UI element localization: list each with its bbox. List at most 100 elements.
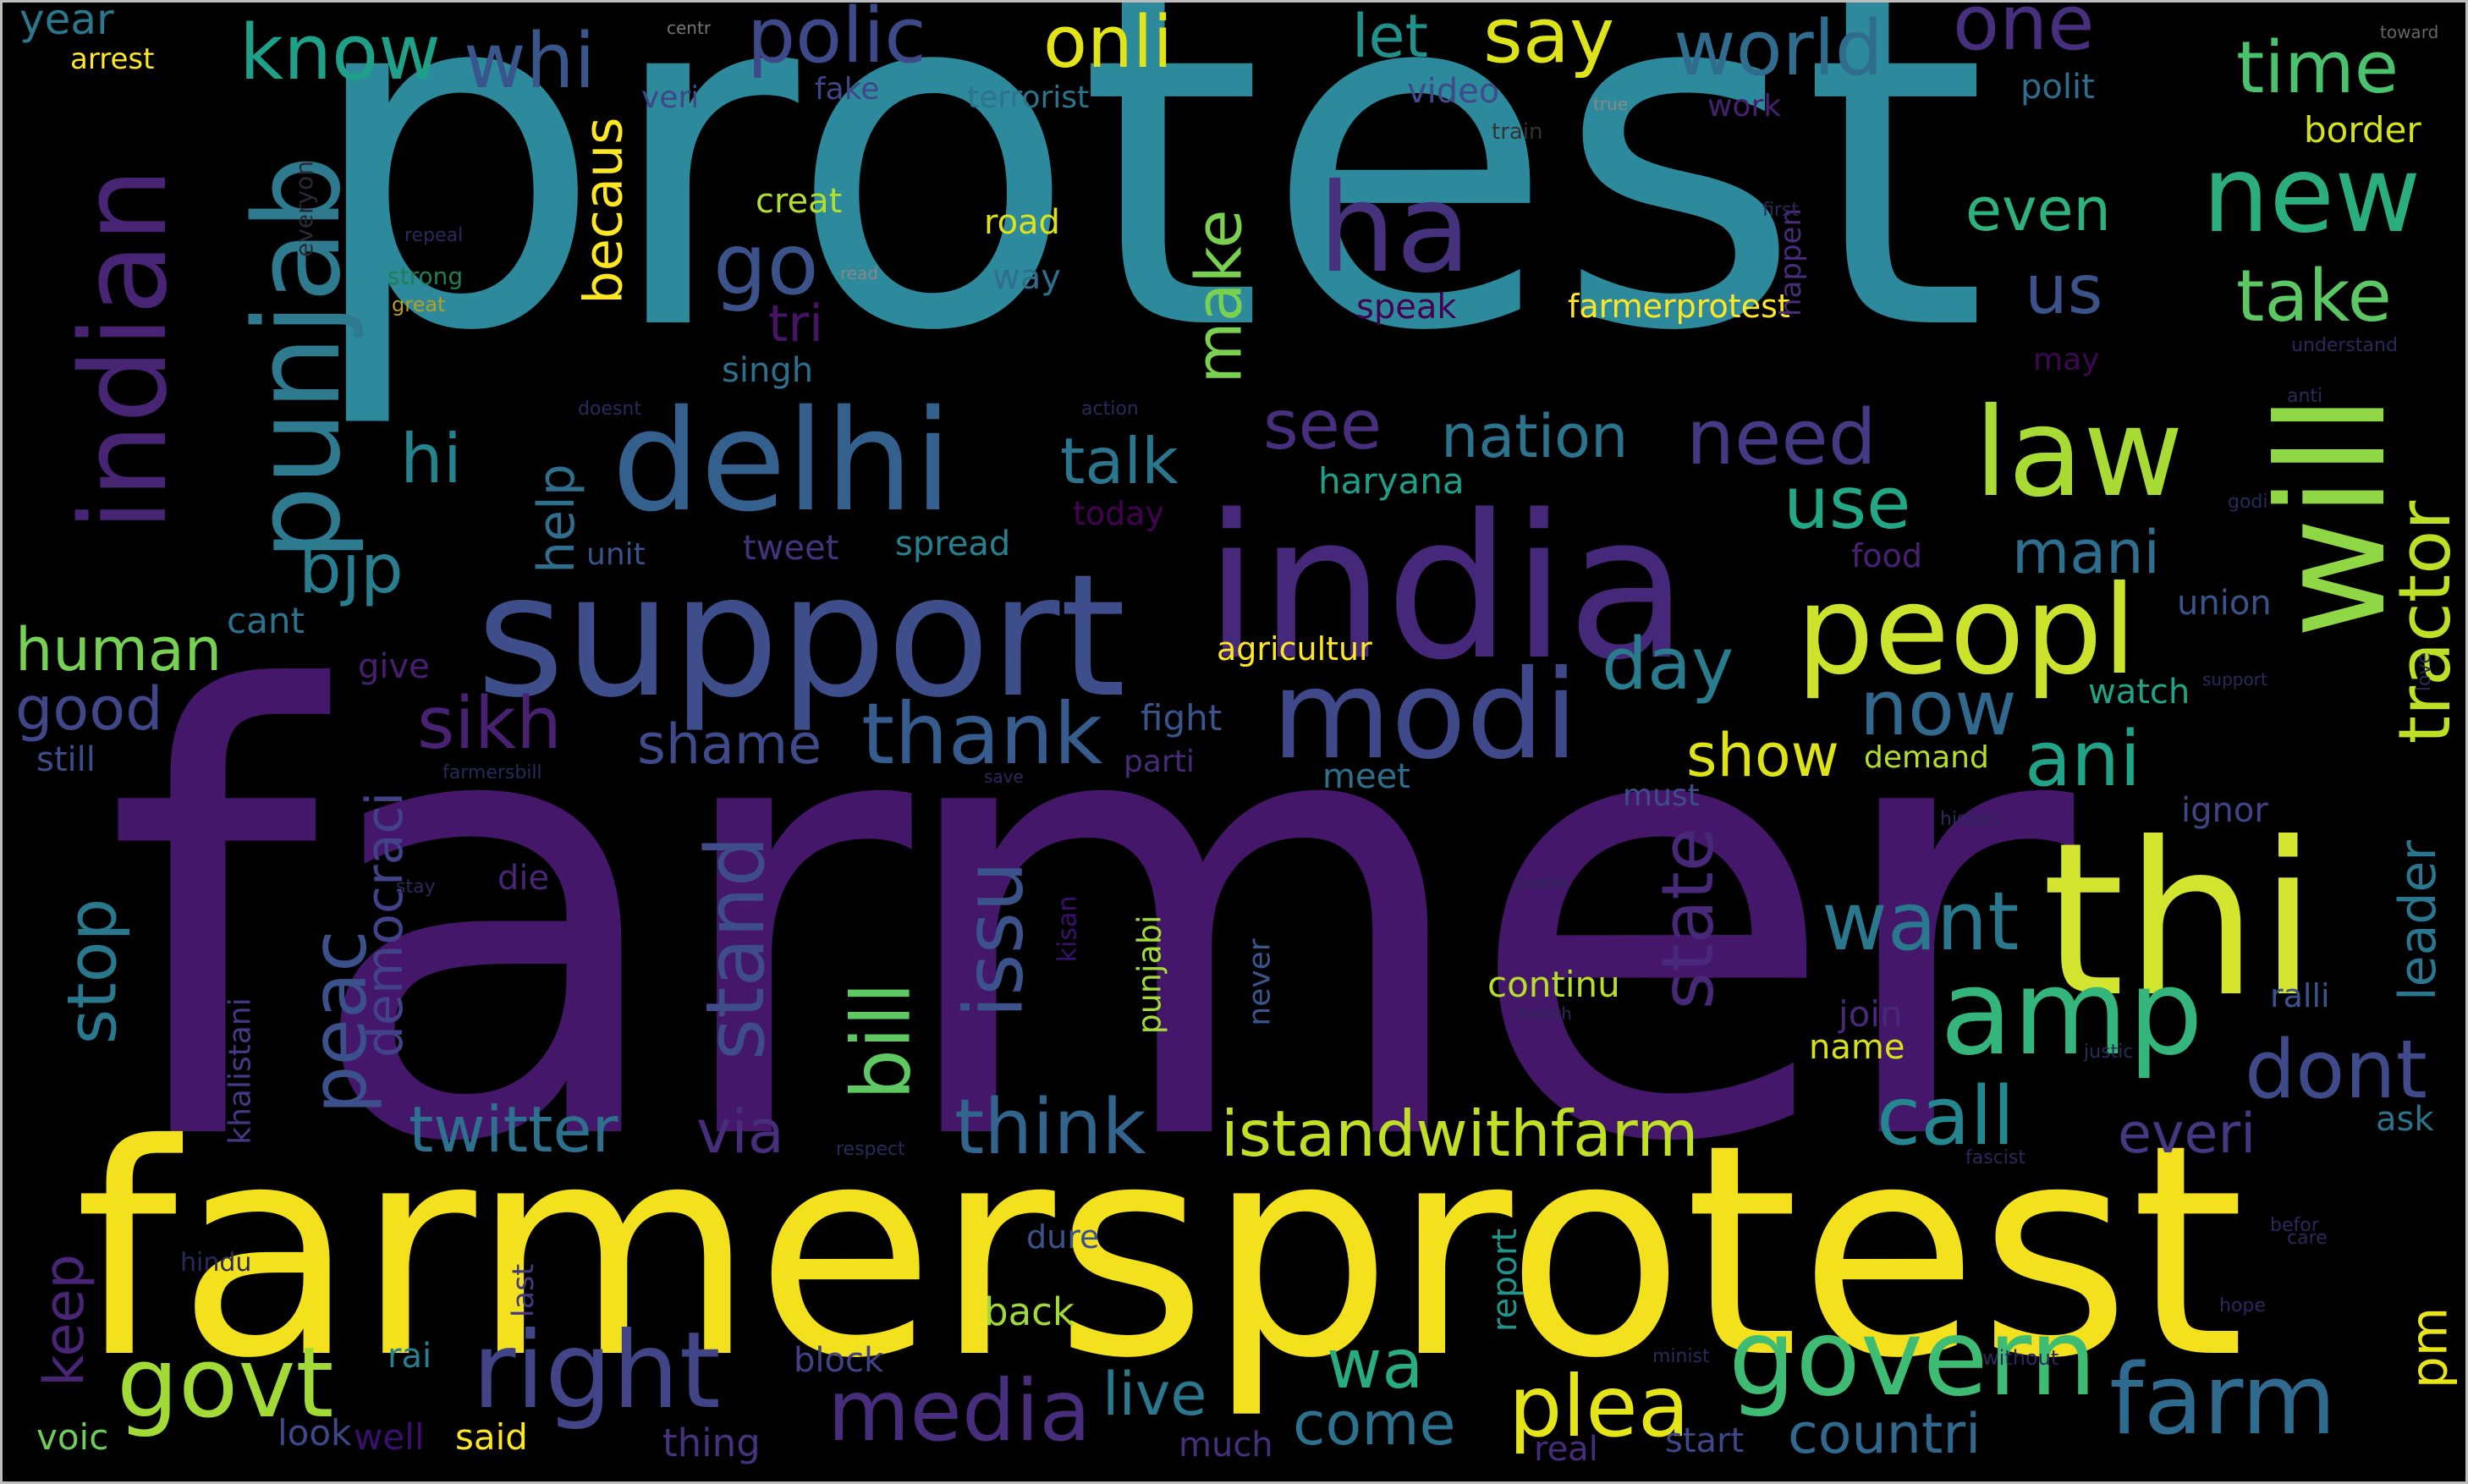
word: dure xyxy=(1026,1218,1100,1256)
word: doesnt xyxy=(578,398,641,420)
word: amp xyxy=(1940,944,2204,1082)
word: ralli xyxy=(2270,977,2330,1014)
word: start xyxy=(1665,1421,1745,1460)
word: first xyxy=(1762,200,1799,221)
word: kisan xyxy=(1053,895,1083,963)
word: mani xyxy=(2012,518,2160,587)
word: modi xyxy=(1272,644,1579,787)
word: respect xyxy=(836,1139,905,1160)
word: train xyxy=(1492,119,1543,145)
word: nation xyxy=(1441,402,1629,471)
word: govt xyxy=(117,1327,334,1440)
word: must xyxy=(1623,778,1700,813)
word: polic xyxy=(747,0,926,80)
word: fight xyxy=(1141,697,1223,739)
word: farmersprotest xyxy=(74,1083,2245,1422)
word: dont xyxy=(2245,1024,2427,1117)
word: action xyxy=(1081,398,1139,420)
word: hindu xyxy=(180,1248,252,1278)
word: spread xyxy=(895,525,1011,563)
word: histori xyxy=(1940,809,1998,830)
word: istandwithfarm xyxy=(1221,1097,1699,1171)
word: said xyxy=(455,1416,528,1458)
word: new xyxy=(2202,134,2421,256)
word: real xyxy=(1534,1430,1598,1469)
word: sikh xyxy=(417,682,562,766)
word: power xyxy=(1517,872,1569,893)
word: strong xyxy=(388,262,464,290)
word: care xyxy=(2287,1228,2328,1249)
word: support xyxy=(2202,669,2267,690)
word: month xyxy=(1517,1003,1572,1024)
word: block xyxy=(794,1341,884,1380)
word: may xyxy=(2033,343,2100,377)
word: onli xyxy=(1043,1,1174,85)
word: think xyxy=(954,1083,1146,1172)
word: use xyxy=(1784,462,1911,546)
word: justic xyxy=(2084,1042,2134,1063)
word: name xyxy=(1809,1028,1905,1067)
word: everi xyxy=(2118,1102,2256,1166)
word: meet xyxy=(1322,757,1410,796)
word: us xyxy=(2025,250,2103,329)
word: stay xyxy=(396,877,436,898)
word: singh xyxy=(722,351,814,390)
word: one xyxy=(1953,0,2095,68)
word: report xyxy=(1486,1228,1525,1333)
word: well xyxy=(354,1416,425,1458)
word: demand xyxy=(1864,740,1989,775)
word: indian xyxy=(55,168,194,531)
word: great xyxy=(392,293,446,316)
word: give xyxy=(358,647,430,686)
word: farm xyxy=(2109,1344,2337,1457)
word: tweet xyxy=(743,529,839,568)
word: speak xyxy=(1356,288,1457,327)
word: never xyxy=(1242,938,1278,1026)
word: anti xyxy=(2287,386,2323,407)
word: whi xyxy=(464,17,596,106)
word: human xyxy=(15,615,223,684)
word: join xyxy=(1839,993,1903,1035)
word: pm xyxy=(2399,1306,2460,1389)
word: bjp xyxy=(299,530,404,608)
word: work xyxy=(1707,89,1782,124)
word: read xyxy=(840,263,879,283)
word: parti xyxy=(1124,745,1195,779)
word: year xyxy=(19,0,114,44)
word: make xyxy=(1181,209,1256,384)
word: talk xyxy=(1060,424,1179,498)
word: rai xyxy=(388,1337,432,1376)
word: union xyxy=(2177,584,2272,623)
word: good xyxy=(15,674,163,744)
word: even xyxy=(1965,175,2111,245)
word: thing xyxy=(662,1421,761,1465)
word: now xyxy=(1860,664,2017,753)
word: countri xyxy=(1788,1403,1982,1466)
word: look xyxy=(278,1412,352,1454)
word: today xyxy=(1073,495,1165,532)
word: peopl xyxy=(1796,559,2137,702)
word: keep xyxy=(32,1254,96,1387)
word: delhi xyxy=(612,380,953,542)
word: live xyxy=(1102,1360,1207,1429)
word: issu xyxy=(948,860,1042,1019)
word: video xyxy=(1407,72,1500,111)
word: love xyxy=(2414,651,2436,692)
word: veri xyxy=(641,80,700,115)
word: understand xyxy=(2291,335,2398,356)
word: border xyxy=(2304,109,2421,151)
word: ignor xyxy=(2181,791,2268,830)
word: agricultur xyxy=(1217,630,1372,668)
word: wa xyxy=(1327,1325,1424,1404)
word: time xyxy=(2236,26,2399,110)
word: hi xyxy=(400,420,462,498)
word: stand xyxy=(690,835,783,1061)
word: ask xyxy=(2376,1100,2434,1139)
word: last xyxy=(507,1263,541,1318)
word: watch xyxy=(2088,673,2190,712)
word: unit xyxy=(586,537,646,572)
word: farmersbill xyxy=(442,762,542,783)
word: day xyxy=(1602,623,1734,706)
word: road xyxy=(984,203,1060,242)
word: law xyxy=(1974,382,2184,525)
